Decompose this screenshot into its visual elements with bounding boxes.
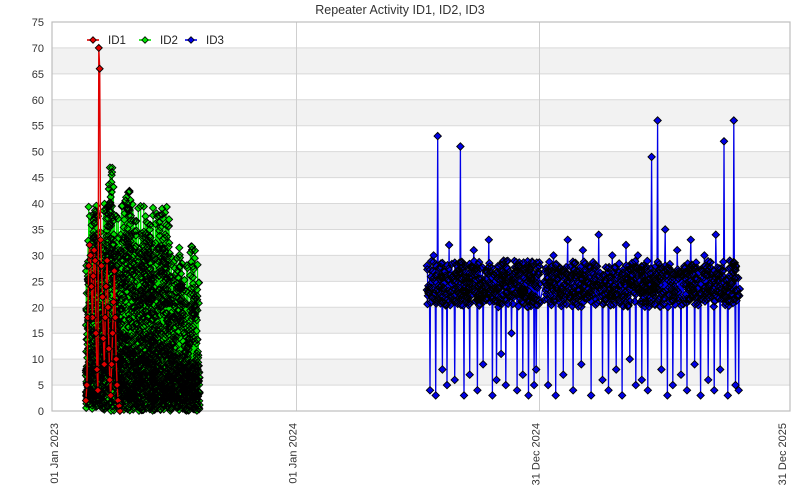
svg-text:45: 45 — [32, 173, 44, 185]
svg-text:70: 70 — [32, 43, 44, 55]
svg-text:60: 60 — [32, 95, 44, 107]
svg-text:15: 15 — [32, 328, 44, 340]
svg-text:50: 50 — [32, 147, 44, 159]
svg-text:10: 10 — [32, 354, 44, 366]
svg-text:25: 25 — [32, 276, 44, 288]
svg-text:40: 40 — [32, 199, 44, 211]
svg-text:ID3: ID3 — [206, 35, 224, 47]
svg-text:30: 30 — [32, 250, 44, 262]
svg-text:31 Dec 2024: 31 Dec 2024 — [531, 423, 543, 485]
svg-text:65: 65 — [32, 69, 44, 81]
svg-text:75: 75 — [32, 17, 44, 29]
svg-text:31 Dec 2025: 31 Dec 2025 — [777, 423, 789, 485]
svg-text:ID2: ID2 — [160, 35, 178, 47]
svg-text:0: 0 — [38, 406, 44, 418]
svg-text:20: 20 — [32, 302, 44, 314]
svg-text:55: 55 — [32, 121, 44, 133]
svg-text:01 Jan 2023: 01 Jan 2023 — [49, 423, 61, 484]
svg-text:Repeater Activity ID1, ID2, ID: Repeater Activity ID1, ID2, ID3 — [315, 3, 485, 17]
svg-text:35: 35 — [32, 225, 44, 237]
svg-text:ID1: ID1 — [108, 35, 126, 47]
svg-text:01 Jan 2024: 01 Jan 2024 — [288, 423, 300, 484]
svg-text:5: 5 — [38, 380, 44, 392]
